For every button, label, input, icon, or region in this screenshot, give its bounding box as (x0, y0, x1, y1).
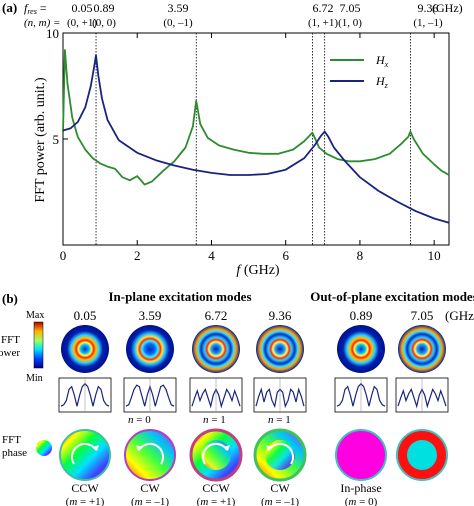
series-lines (62, 49, 450, 224)
power-map-3 (192, 325, 240, 373)
fft-power-chart: 0 2 4 6 8 10 5 10 FFT power (arb. unit.) f (GHz… (33, 26, 450, 278)
m-label-2: (m = –1) (131, 496, 169, 506)
peak-nm-0: (0, +1) (67, 17, 97, 29)
fres-label: fres = (24, 1, 47, 16)
phase-map-4 (253, 428, 307, 482)
series-line-hx (62, 49, 450, 186)
power-map-5 (337, 325, 385, 373)
peak-nm-3: (1, +1) (308, 17, 338, 29)
phase-label-4: CW (270, 481, 290, 495)
hue-wheel (36, 440, 52, 456)
mode-freq-1: 0.05 (74, 308, 97, 323)
plot-frame (62, 32, 450, 246)
mode-freq-3: 6.72 (205, 308, 228, 323)
power-map-6 (398, 325, 446, 373)
phase-label-2: CW (140, 481, 160, 495)
phase-map-1 (59, 429, 111, 481)
m-label-1: (m = +1) (66, 496, 105, 506)
outplane-title: Out-of-plane excitation modes (310, 289, 474, 304)
m-label-5: (m = 0) (345, 496, 378, 506)
colorbar (33, 321, 44, 369)
peak-labels: 0.05 (0, +1) 0.89 (0, 0) 3.59 (0, –1) 6.72 (1, … (67, 1, 443, 29)
nm-label: (n, m) = (24, 17, 60, 29)
y-tick-label-0: 5 (53, 132, 60, 147)
phase-map-2 (124, 429, 176, 481)
inplane-title: In-plane excitation modes (109, 289, 252, 304)
peak-freq-2: 3.59 (168, 1, 189, 15)
fft-power-label-2: power (0, 347, 20, 359)
power-map-2 (126, 325, 174, 373)
phase-map-6 (396, 429, 448, 481)
panel-a-label: (a) (2, 0, 17, 15)
phase-map-5 (335, 429, 387, 481)
x-axis-label: f (GHz) (236, 263, 279, 278)
x-tick-label-5: 10 (428, 248, 441, 263)
x-tick-label-4: 8 (357, 248, 364, 263)
peak-nm-1: (0, 0) (92, 17, 116, 29)
mode-freq-5: 0.89 (350, 308, 373, 323)
phase-label-1: CCW (71, 481, 99, 495)
series-line-hz (62, 54, 450, 224)
phase-label-3: CCW (202, 481, 230, 495)
peak-nm-5: (1, –1) (413, 17, 443, 29)
colorbar-max-label: Max (26, 310, 44, 321)
phase-map-3 (189, 428, 243, 482)
axis-ticks: 0 2 4 6 8 10 5 10 (46, 26, 441, 263)
unit-label: (GHz) (432, 1, 463, 15)
peak-freq-1: 0.89 (94, 1, 115, 15)
peak-nm-4: (1, 0) (338, 17, 362, 29)
legend-hx-label: Hx (375, 53, 389, 69)
n-label-1b: n = 1 (268, 414, 291, 426)
phase-label-5: In-phase (340, 481, 381, 495)
y-axis-label: FFT power (arb. unit.) (33, 77, 48, 203)
n-label-0: n = 0 (128, 414, 151, 426)
peak-freq-0: 0.05 (72, 1, 93, 15)
x-tick-label-0: 0 (60, 248, 67, 263)
peak-freq-4: 7.05 (340, 1, 361, 15)
mode-freq-6: 7.05 (411, 308, 434, 323)
power-map-4 (256, 325, 304, 373)
mode-freq-4: 9.36 (269, 308, 292, 323)
y-tick-label-1: 10 (46, 26, 59, 41)
peak-nm-2: (0, –1) (163, 17, 193, 29)
x-tick-label-1: 2 (134, 248, 141, 263)
mode-freq-2: 3.59 (139, 308, 162, 323)
n-label-1a: n = 1 (203, 414, 226, 426)
fft-phase-label-1: FFT (2, 434, 21, 446)
legend-hz-label: Hz (375, 74, 389, 90)
reference-lines (95, 33, 411, 245)
legend: Hx Hz (330, 53, 389, 90)
line-profiles (58, 377, 449, 413)
power-map-1 (61, 325, 109, 373)
colorbar-min-label: Min (26, 373, 43, 384)
x-tick-label-2: 4 (208, 248, 215, 263)
peak-freq-5: 9.36 (418, 1, 439, 15)
panel-b-label: (b) (2, 291, 18, 306)
peak-freq-3: 6.72 (313, 1, 334, 15)
m-label-3: (m = +1) (197, 496, 236, 506)
x-tick-label-3: 6 (282, 248, 289, 263)
ghz-unit: (GHz) (445, 308, 474, 323)
fft-power-label-1: FFT (1, 334, 20, 346)
m-label-4: (m = –1) (261, 496, 299, 506)
fft-phase-label-2: phase (2, 447, 27, 459)
